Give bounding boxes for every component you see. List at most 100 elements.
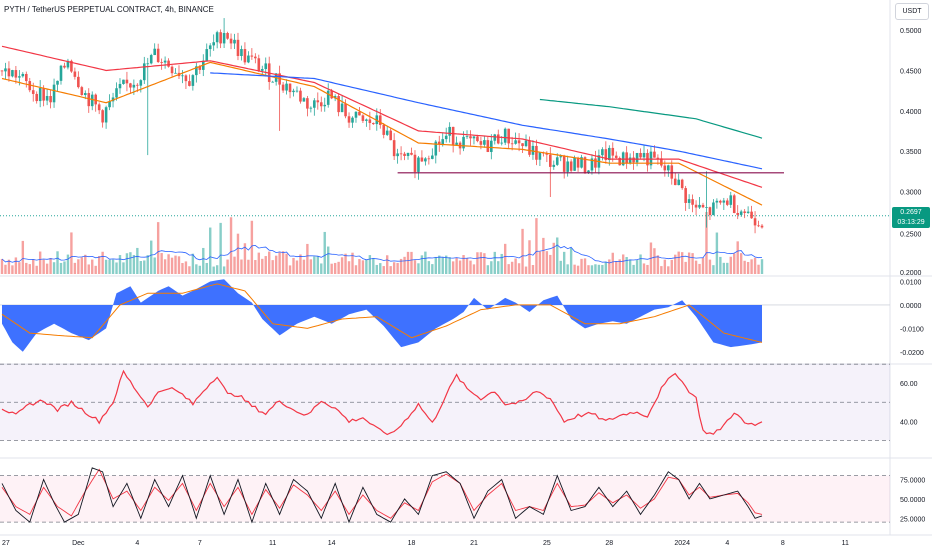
candle-body — [24, 73, 28, 82]
volume-bar — [111, 259, 115, 274]
candle — [7, 61, 11, 82]
candle-body — [687, 199, 691, 203]
volume-bar — [753, 257, 757, 274]
candle-body — [372, 122, 375, 125]
candle — [667, 164, 670, 177]
volume-bar — [559, 260, 562, 274]
volume-bar — [274, 255, 278, 274]
candle-body — [448, 126, 451, 136]
candle — [250, 48, 254, 60]
candle — [535, 139, 538, 166]
volume-bar — [621, 254, 625, 274]
volume-bar — [7, 259, 11, 274]
volume-bar — [184, 261, 188, 274]
currency-button[interactable]: USDT — [895, 3, 929, 20]
candle-body — [576, 157, 580, 168]
volume-bar — [261, 258, 264, 274]
candle — [219, 29, 222, 49]
candle — [149, 53, 153, 65]
candle — [580, 154, 583, 169]
candle-body — [212, 42, 215, 46]
candle-body — [153, 48, 156, 56]
candle-body — [323, 104, 327, 107]
candle-body — [680, 179, 684, 189]
candle-body — [528, 140, 531, 155]
stoch-d-line — [1, 468, 763, 519]
volume-bar — [472, 264, 476, 274]
volume-bar — [403, 256, 406, 274]
volume-bar — [413, 260, 417, 274]
volume-bar — [125, 253, 129, 274]
candle — [340, 95, 344, 113]
candle — [170, 65, 174, 77]
volume-bar — [615, 261, 618, 274]
volume-bar — [580, 258, 583, 274]
candle-body — [549, 154, 552, 167]
candle — [271, 80, 274, 83]
candle-body — [472, 136, 476, 139]
candle-body — [260, 69, 264, 71]
candle-body — [125, 79, 129, 84]
candle — [233, 33, 236, 49]
volume-bar — [573, 264, 576, 274]
candle-body — [503, 128, 507, 143]
candle-body — [35, 93, 39, 102]
candle-body — [56, 80, 59, 85]
candle-body — [59, 65, 63, 81]
volume-bar — [202, 247, 205, 274]
time-tick-label: 28 — [605, 540, 613, 547]
volume-bar — [129, 252, 132, 274]
volume-bar — [361, 260, 365, 274]
candle — [389, 127, 392, 141]
candle — [427, 155, 431, 165]
candle — [94, 93, 97, 112]
volume-bar — [507, 264, 510, 274]
candle-body — [184, 75, 188, 82]
candle-body — [632, 157, 635, 163]
candle-body — [330, 90, 333, 99]
volume-bar — [379, 263, 382, 274]
candle-body — [83, 93, 87, 95]
candle-body — [437, 141, 441, 145]
candle-body — [347, 116, 351, 123]
volume-bar — [292, 257, 295, 274]
volume-bar — [556, 237, 559, 274]
volume-bar — [542, 237, 545, 274]
candle — [24, 71, 28, 88]
axes: 0.5000 0.4500 0.4000 0.3500 0.3000 0.2000 0.25… — [2, 28, 925, 547]
volume-bar — [368, 255, 372, 274]
volume-bar — [94, 265, 97, 274]
candle — [729, 191, 733, 208]
candle — [410, 147, 413, 156]
candle — [576, 156, 580, 172]
volume-bar — [601, 264, 604, 274]
candle — [11, 69, 14, 78]
candle — [52, 78, 56, 108]
volume-bar — [510, 261, 514, 274]
volume-bar — [653, 248, 656, 274]
candle — [455, 136, 458, 146]
candle — [142, 56, 146, 84]
volume-bar — [462, 255, 465, 274]
candle-body — [333, 96, 337, 99]
volume-bar — [156, 222, 160, 274]
candle — [299, 87, 302, 104]
candle-body — [222, 32, 226, 44]
candle — [139, 79, 143, 93]
candle — [316, 92, 320, 110]
candle-body — [538, 152, 542, 160]
volume-bar — [337, 261, 340, 274]
candle-body — [444, 135, 448, 140]
volume-bar — [739, 253, 743, 274]
candle — [108, 94, 111, 111]
volume-bar — [101, 251, 104, 274]
volume-bar — [625, 257, 628, 274]
candle — [281, 82, 285, 93]
candle-body — [677, 179, 681, 186]
volume-bar — [247, 259, 250, 274]
candle-body — [410, 152, 413, 155]
volume-bar — [18, 262, 21, 274]
volume-bar — [719, 256, 722, 274]
